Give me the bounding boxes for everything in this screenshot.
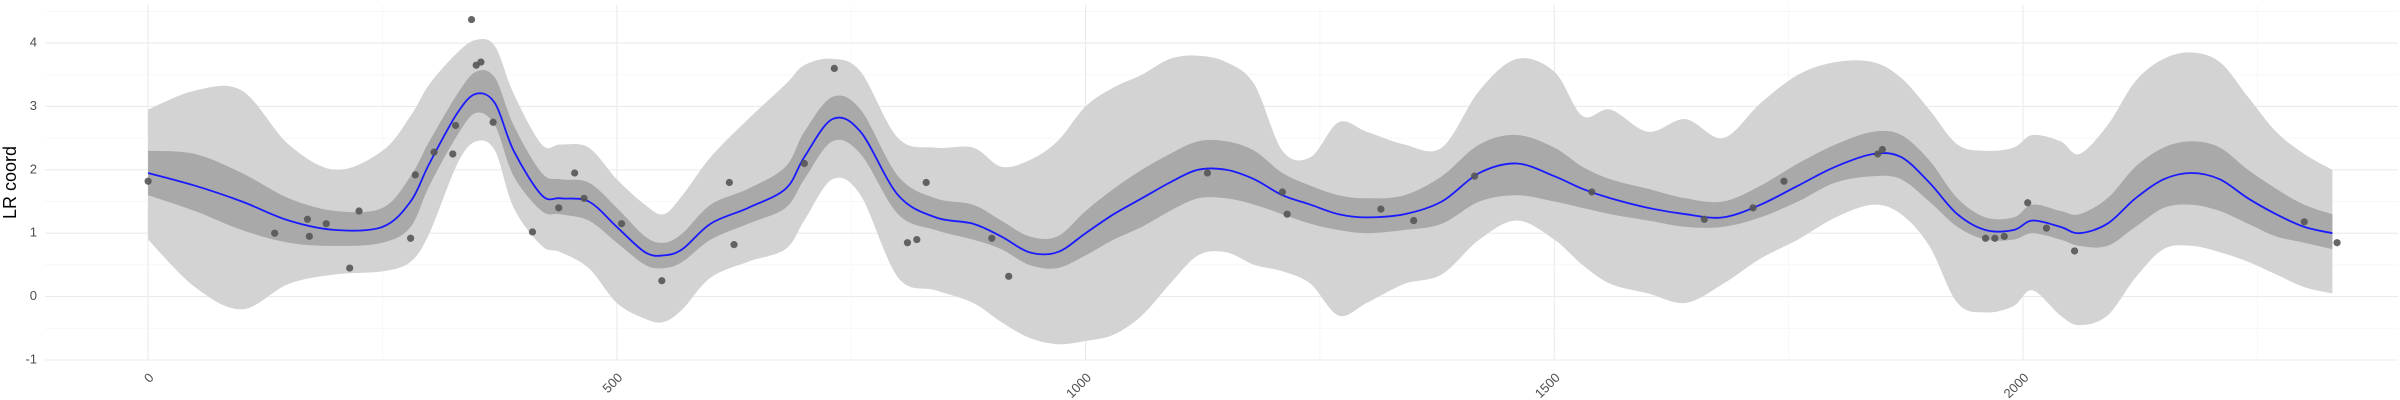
- data-point: [1203, 169, 1212, 177]
- y-tick-label: 1: [30, 225, 37, 240]
- data-point: [407, 234, 415, 242]
- y-tick-label: -1: [25, 351, 37, 366]
- data-point: [1410, 216, 1418, 225]
- data-point: [1283, 210, 1291, 218]
- data-point: [322, 220, 330, 228]
- data-point: [2070, 247, 2079, 255]
- data-point: [1377, 205, 1385, 213]
- x-tick-label: 1500: [1532, 370, 1563, 400]
- data-point: [271, 229, 279, 237]
- inner-confidence-band: [148, 70, 2333, 269]
- x-tick-label: 500: [599, 370, 625, 396]
- bands: [148, 39, 2333, 345]
- data-point: [1278, 188, 1287, 196]
- data-point: [730, 241, 738, 249]
- data-point: [1780, 177, 1788, 185]
- data-point: [555, 204, 563, 212]
- data-point: [1878, 145, 1887, 154]
- data-point: [913, 235, 921, 244]
- data-point: [452, 121, 460, 130]
- data-point: [2333, 239, 2341, 247]
- data-point: [2042, 224, 2051, 232]
- data-point: [658, 277, 666, 285]
- data-point: [1588, 188, 1596, 196]
- mean-line: [147, 92, 2333, 257]
- y-tick-label: 3: [30, 98, 37, 113]
- y-axis-title: LR coord: [0, 146, 20, 219]
- data-point: [2024, 199, 2032, 207]
- data-point: [430, 148, 438, 156]
- data-point: [830, 64, 838, 72]
- data-point: [489, 118, 497, 126]
- data-point: [1991, 234, 1999, 242]
- y-tick-label: 2: [30, 161, 37, 176]
- data-point: [988, 234, 996, 242]
- data-point: [355, 207, 363, 215]
- points-layer: [144, 15, 2341, 285]
- data-point: [346, 264, 354, 272]
- mean-line-layer: [147, 92, 2333, 257]
- data-point: [903, 239, 912, 247]
- data-point: [1700, 215, 1708, 223]
- data-point: [1749, 204, 1757, 212]
- data-point: [1471, 172, 1479, 180]
- data-point: [617, 220, 626, 228]
- data-point: [411, 171, 419, 179]
- data-point: [922, 178, 930, 187]
- data-point: [467, 15, 476, 24]
- data-point: [2300, 218, 2308, 226]
- data-point: [477, 58, 485, 66]
- data-point: [303, 215, 312, 223]
- y-tick-label: 0: [30, 288, 37, 303]
- x-tick-label: 0: [141, 370, 157, 386]
- data-point: [571, 169, 579, 177]
- data-point: [2000, 232, 2008, 240]
- data-point: [1005, 272, 1013, 280]
- data-point: [800, 159, 808, 168]
- data-point: [1874, 150, 1882, 158]
- data-point: [725, 178, 733, 187]
- x-tick-label: 1000: [1063, 370, 1094, 400]
- x-axis-ticks: 0 500 1000 1500 2000: [141, 370, 2032, 400]
- data-point: [305, 232, 313, 240]
- data-point: [449, 150, 457, 158]
- data-point: [580, 194, 588, 202]
- y-axis-ticks: -1 0 1 2 3 4: [25, 34, 37, 366]
- x-tick-label: 2000: [2001, 370, 2032, 400]
- data-point: [528, 228, 537, 236]
- data-point: [1981, 234, 1990, 242]
- data-point: [144, 177, 152, 185]
- y-tick-label: 4: [30, 34, 37, 49]
